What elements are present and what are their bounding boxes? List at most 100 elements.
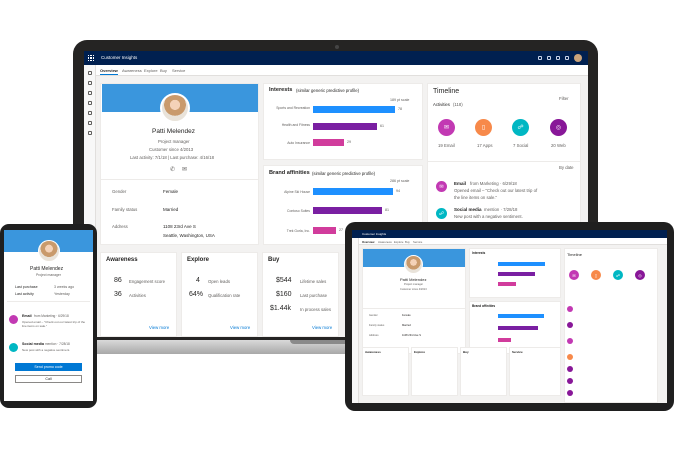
send-promo-button[interactable]: Send promo code [15, 363, 82, 371]
field-value: Seattle, Washington, USA [163, 233, 215, 238]
phone-screen: Patti Melendez Project manager Last purc… [4, 230, 93, 401]
sort-button[interactable]: By date [559, 165, 574, 170]
profile-role: Project manager [158, 139, 190, 144]
tablet-bar [498, 314, 544, 318]
people-icon[interactable] [88, 91, 92, 95]
tablet-field-label: Gender [369, 314, 378, 317]
segments-icon[interactable] [88, 101, 92, 105]
tablet-social-icon[interactable]: ☍ [613, 270, 623, 280]
web-channel-icon[interactable]: ◎ [550, 119, 567, 136]
search-icon[interactable] [538, 56, 542, 60]
mail-icon[interactable]: ✉ [182, 167, 188, 173]
tablet-tab-buy[interactable]: Buy [405, 239, 410, 244]
tablet-kpi-title: Explore [414, 350, 426, 354]
view-more-link[interactable]: View more [230, 325, 251, 330]
interests-title: Interests [269, 87, 293, 93]
phone-event-title[interactable]: Social media [22, 342, 44, 346]
settings-icon[interactable] [556, 56, 560, 60]
view-more-link[interactable]: View more [149, 325, 170, 330]
tablet-profile-name: Patti Melendez [400, 277, 427, 282]
brands-subtitle: (similar generic predictive profile) [312, 171, 376, 176]
field-label: Gender [112, 189, 127, 194]
social-event-icon: ☍ [436, 208, 447, 219]
tablet-kpi-title: Awareness [365, 350, 381, 354]
kpi-label: Lifetime sales [300, 279, 327, 284]
profile-activity: Last activity: 7/1/18 | Last purchase: 4… [130, 155, 215, 160]
activities-count: (118) [453, 102, 463, 107]
timeline-title: Timeline [433, 88, 460, 95]
profile-avatar [160, 93, 190, 123]
tablet-app-header: Customer Insights [352, 230, 667, 238]
tab-overview[interactable]: Overview [100, 68, 118, 75]
filter-button[interactable]: Filter [559, 96, 569, 101]
event-title[interactable]: Social media [454, 207, 482, 212]
interests-card [263, 83, 423, 160]
tablet-app-title: Customer Insights [362, 232, 387, 236]
bar-label: Contoso Suites [287, 209, 310, 213]
tablet-web-icon[interactable]: ◎ [635, 270, 645, 280]
phone-event-title[interactable]: Email [22, 314, 32, 318]
divider [362, 308, 466, 309]
apps-channel-icon[interactable]: ▯ [475, 119, 492, 136]
tablet-tab-service[interactable]: Service [413, 239, 423, 244]
email-channel-icon[interactable]: ✉ [438, 119, 455, 136]
event-meta: mention · 7/28/18 [484, 207, 518, 212]
app-launcher-icon[interactable] [88, 55, 94, 61]
home-icon[interactable] [88, 81, 92, 85]
kpi-label: Last purchase [300, 293, 327, 298]
tablet-apps-icon[interactable]: ▯ [591, 270, 601, 280]
tablet-event-icon [567, 306, 573, 312]
kpi-label: In process sales [300, 307, 332, 312]
bar-value: 29 [347, 140, 351, 144]
tablet-tab-overview[interactable]: Overview [362, 239, 375, 244]
tablet-tab-bar: Overview Awareness Explore Buy Service [359, 238, 667, 245]
tab-service[interactable]: Service [172, 68, 186, 73]
notifications-icon[interactable] [565, 56, 569, 60]
tablet-tab-explore[interactable]: Explore [394, 239, 404, 244]
tablet-field-label: Family status [369, 324, 385, 327]
tablet-bar [498, 272, 535, 276]
tablet-field-value: 1108 23rd Ave S [402, 334, 421, 337]
phone-icon[interactable]: ✆ [170, 167, 176, 173]
buy-card [262, 252, 339, 337]
channel-label: 19 Email [438, 143, 455, 148]
bar-contoso [313, 207, 382, 214]
event-title[interactable]: Email [454, 181, 467, 186]
data-icon[interactable] [88, 121, 92, 125]
measures-icon[interactable] [88, 111, 92, 115]
bar-trek [313, 227, 336, 234]
tablet-event-icon [567, 322, 573, 328]
field-value: Married [163, 207, 179, 212]
menu-icon[interactable] [88, 71, 92, 75]
explore-card [181, 252, 258, 337]
email-event-icon: ✉ [436, 181, 447, 192]
tablet-buy-card [460, 347, 507, 396]
tablet-explore-card [411, 347, 458, 396]
laptop-notch [290, 340, 386, 344]
bar-value: 78 [398, 107, 402, 111]
kpi-title: Awareness [106, 257, 138, 263]
social-channel-icon[interactable]: ☍ [512, 119, 529, 136]
divider [7, 301, 90, 302]
tab-bar: Overview Awareness Explore Buy Service [96, 65, 588, 76]
phone-social-icon [9, 343, 18, 352]
user-avatar[interactable] [574, 54, 582, 62]
bar-value: 61 [380, 124, 384, 128]
bar-label: Sports and Recreation [276, 106, 310, 110]
tablet-profile-avatar [404, 255, 423, 274]
tablet-tab-awareness[interactable]: Awareness [378, 239, 392, 244]
tab-awareness[interactable]: Awareness [122, 68, 142, 73]
help-icon[interactable] [547, 56, 551, 60]
laptop-screen: Customer Insights Overview Awareness Exp… [84, 51, 588, 337]
tablet-bar [498, 282, 516, 286]
tab-explore[interactable]: Explore [144, 68, 158, 73]
tab-buy[interactable]: Buy [160, 68, 167, 73]
admin-icon[interactable] [88, 131, 92, 135]
tablet-email-icon[interactable]: ✉ [569, 270, 579, 280]
view-more-link[interactable]: View more [312, 325, 333, 330]
tablet-profile-role: Project manager [404, 283, 424, 286]
call-button[interactable]: Call [15, 375, 82, 383]
interests-scale: 189 pt scale [390, 98, 410, 102]
tablet-kpi-title: Buy [463, 350, 469, 354]
phone-profile-avatar [38, 240, 60, 262]
